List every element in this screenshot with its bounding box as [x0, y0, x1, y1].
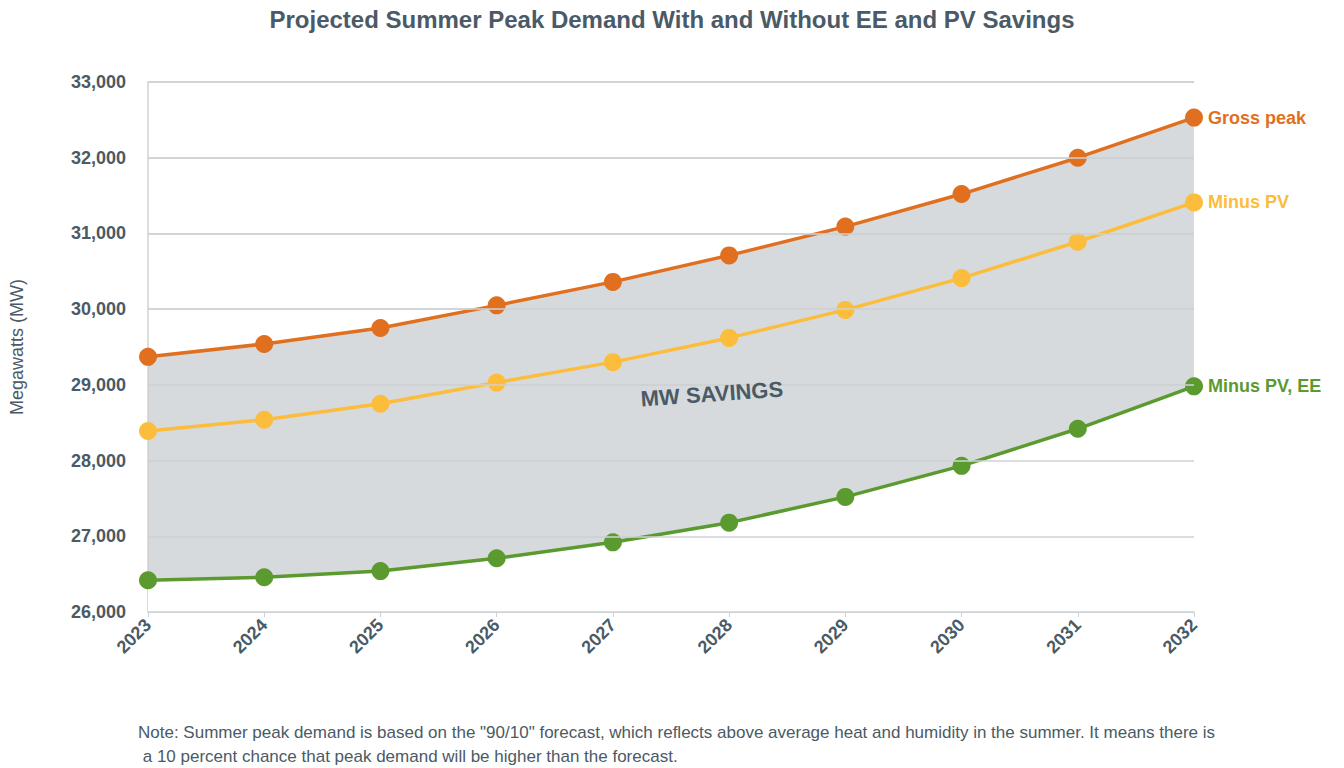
svg-text:Projected Summer Peak Demand W: Projected Summer Peak Demand With and Wi… [269, 6, 1074, 33]
svg-text:2031: 2031 [1042, 615, 1084, 657]
svg-text:31,000: 31,000 [71, 223, 126, 243]
svg-text:a 10 percent chance that peak: a 10 percent chance that peak demand wil… [138, 747, 678, 766]
svg-text:26,000: 26,000 [71, 602, 126, 622]
svg-text:32,000: 32,000 [71, 148, 126, 168]
svg-text:2032: 2032 [1159, 615, 1201, 657]
svg-text:Gross peak: Gross peak [1208, 108, 1307, 128]
svg-text:2024: 2024 [229, 615, 271, 657]
svg-text:Megawatts (MW): Megawatts (MW) [7, 279, 27, 415]
svg-text:2029: 2029 [810, 615, 852, 657]
svg-text:2027: 2027 [578, 615, 620, 657]
svg-text:30,000: 30,000 [71, 299, 126, 319]
svg-text:29,000: 29,000 [71, 375, 126, 395]
svg-text:2030: 2030 [926, 615, 968, 657]
svg-text:27,000: 27,000 [71, 526, 126, 546]
svg-text:2028: 2028 [694, 615, 736, 657]
svg-text:Minus PV, EE: Minus PV, EE [1208, 376, 1321, 396]
svg-text:28,000: 28,000 [71, 451, 126, 471]
svg-text:33,000: 33,000 [71, 72, 126, 92]
svg-text:Minus PV: Minus PV [1208, 192, 1289, 212]
svg-text:Note: Summer peak demand is ba: Note: Summer peak demand is based on the… [138, 723, 1215, 742]
svg-text:MW SAVINGS: MW SAVINGS [640, 377, 784, 412]
svg-text:2025: 2025 [345, 615, 387, 657]
svg-text:2026: 2026 [461, 615, 503, 657]
svg-text:2023: 2023 [113, 615, 155, 657]
